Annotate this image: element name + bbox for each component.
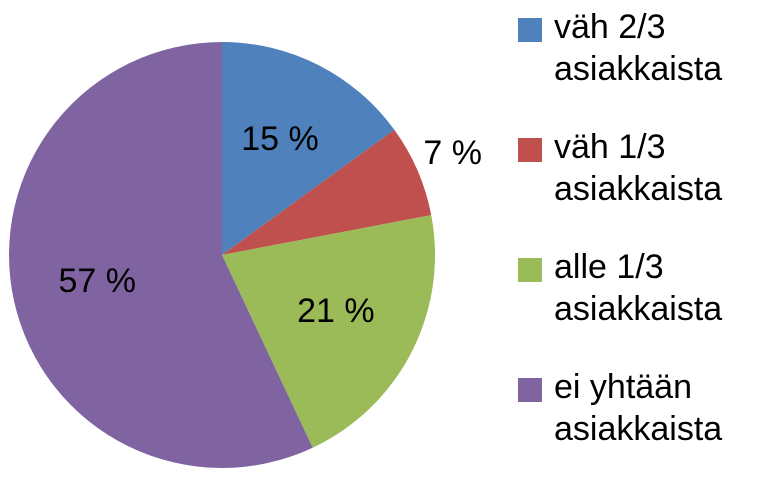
data-label: 7 % <box>423 134 482 172</box>
legend-item: väh 1/3 asiakkaista <box>516 126 771 246</box>
pie-slice <box>8 42 313 468</box>
legend-label: väh 2/3 asiakkaista <box>554 8 723 88</box>
pie-slice <box>222 129 432 255</box>
legend-swatch <box>518 378 542 402</box>
data-label: 57 % <box>59 262 137 300</box>
legend-label: väh 1/3 asiakkaista <box>554 128 723 208</box>
legend-label: alle 1/3 asiakkaista <box>554 248 723 328</box>
pie-slice <box>222 42 395 255</box>
legend-item: alle 1/3 asiakkaista <box>516 246 771 366</box>
chart: 15 % 7 % 21 % 57 % <box>8 42 482 468</box>
legend-swatch <box>518 138 542 162</box>
legend-item: ei yhtään asiakkaista <box>516 366 771 486</box>
pie-slice <box>222 215 435 448</box>
legend: väh 2/3 asiakkaista väh 1/3 asiakkaista al… <box>516 6 771 486</box>
legend-item: väh 2/3 asiakkaista <box>516 6 771 126</box>
legend-swatch <box>518 258 542 282</box>
legend-label: ei yhtään asiakkaista <box>554 368 723 448</box>
data-label: 15 % <box>241 120 319 158</box>
legend-swatch <box>518 18 542 42</box>
data-label: 21 % <box>297 292 375 330</box>
